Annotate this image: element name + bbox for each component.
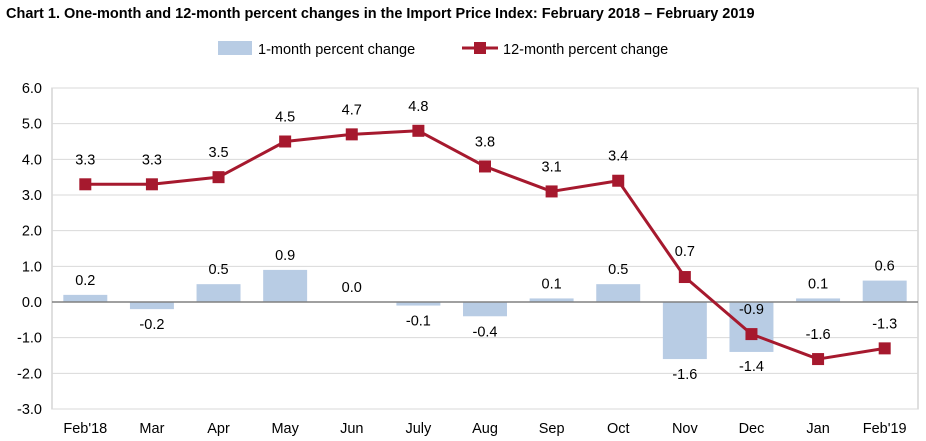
line-data-label: 3.1: [542, 159, 562, 175]
line-data-label: 3.8: [475, 134, 495, 150]
line-marker: [678, 271, 691, 284]
x-tick-label: Mar: [139, 421, 164, 437]
bar-data-label: 0.6: [875, 259, 895, 275]
line-marker: [412, 124, 425, 137]
y-tick-label: 6.0: [22, 81, 42, 97]
bar-data-label: 0.2: [75, 273, 95, 289]
gridlines: [51, 87, 919, 410]
bar: [396, 302, 441, 306]
bar-data-label: 0.0: [342, 280, 362, 296]
bar-data-label: -0.1: [406, 314, 431, 330]
bar: [596, 284, 641, 302]
bar-data-label: 0.1: [808, 276, 828, 292]
legend-label-line: 12-month percent change: [503, 42, 668, 58]
line-data-label: -1.3: [872, 316, 897, 332]
line-data-label: 3.3: [75, 152, 95, 168]
line-marker: [612, 174, 625, 187]
bar-data-label: -0.4: [473, 324, 498, 340]
line-data-label: 4.7: [342, 102, 362, 118]
x-tick-label: Sep: [539, 421, 565, 437]
bar-data-label: 0.1: [542, 276, 562, 292]
line-data-label: 3.4: [608, 149, 628, 165]
bar-data-label: -0.2: [139, 317, 164, 333]
y-tick-label: 4.0: [22, 152, 42, 168]
x-tick-label: Apr: [207, 421, 230, 437]
line-data-label: 3.3: [142, 152, 162, 168]
x-tick-label: May: [271, 421, 299, 437]
y-tick-label: 3.0: [22, 188, 42, 204]
bar: [529, 298, 574, 302]
line-marker: [878, 342, 891, 355]
bar-data-label: 0.5: [608, 262, 628, 278]
axes: 6.0 5.0 4.0 3.0 2.0 1.0 0.0 -1.0 -2.0 -3.0 Feb'18 M…: [17, 81, 907, 437]
y-tick-label: 2.0: [22, 224, 42, 240]
y-tick-label: -2.0: [17, 366, 42, 382]
bar: [63, 294, 108, 302]
data-labels: 3.3 3.3 3.5 4.5 4.7 4.8 3.8 3.1 3.4 0.7 -0.9 -1.6 -1…: [75, 99, 897, 383]
legend-swatch-bars: [218, 41, 252, 55]
line-marker: [745, 328, 758, 341]
x-tick-label: Dec: [739, 421, 765, 437]
x-tick-label: Oct: [607, 421, 630, 437]
bar: [796, 298, 841, 302]
line-marker: [345, 128, 358, 141]
chart-title: Chart 1. One-month and 12-month percent …: [6, 6, 755, 22]
x-tick-label: Jan: [806, 421, 829, 437]
legend-marker-line: [474, 42, 486, 54]
line-marker: [479, 160, 491, 173]
legend-label-bars: 1-month percent change: [258, 42, 415, 58]
line-data-label: 4.5: [275, 110, 295, 126]
bar: [729, 302, 774, 352]
x-tick-label: Jun: [340, 421, 363, 437]
y-tick-label: 1.0: [22, 259, 42, 275]
y-tick-label: -3.0: [17, 402, 42, 418]
legend: 1-month percent change 12-month percent c…: [218, 41, 668, 58]
bar-data-label: 0.5: [208, 262, 228, 278]
bar-data-label: -1.6: [672, 367, 697, 383]
line-marker: [79, 178, 92, 191]
line-data-label: 0.7: [675, 244, 695, 260]
bar: [862, 280, 907, 302]
x-tick-label: Feb'19: [863, 421, 907, 437]
x-tick-label: July: [405, 421, 432, 437]
bar-data-label: 0.9: [275, 248, 295, 264]
line-data-label: 4.8: [408, 99, 428, 115]
bar: [129, 302, 174, 310]
x-tick-label: Nov: [672, 421, 699, 437]
line-data-label: 3.5: [208, 145, 228, 161]
line-marker: [545, 185, 558, 198]
line-marker: [212, 171, 225, 184]
line-marker: [279, 135, 292, 148]
y-tick-label: 5.0: [22, 117, 42, 133]
bar-series: [63, 269, 907, 360]
line-series: [79, 124, 891, 366]
bar: [196, 284, 241, 302]
bar-data-label: -1.4: [739, 359, 764, 375]
y-tick-label: 0.0: [22, 295, 42, 311]
y-tick-label: -1.0: [17, 331, 42, 347]
line-data-label: -0.9: [739, 302, 764, 318]
bar: [463, 302, 507, 317]
bar: [263, 269, 308, 302]
line-marker: [812, 353, 825, 366]
line-data-label: -1.6: [806, 327, 831, 343]
line-marker: [145, 178, 158, 191]
x-tick-label: Feb'18: [63, 421, 107, 437]
bar: [662, 302, 707, 360]
x-tick-label: Aug: [472, 421, 498, 437]
